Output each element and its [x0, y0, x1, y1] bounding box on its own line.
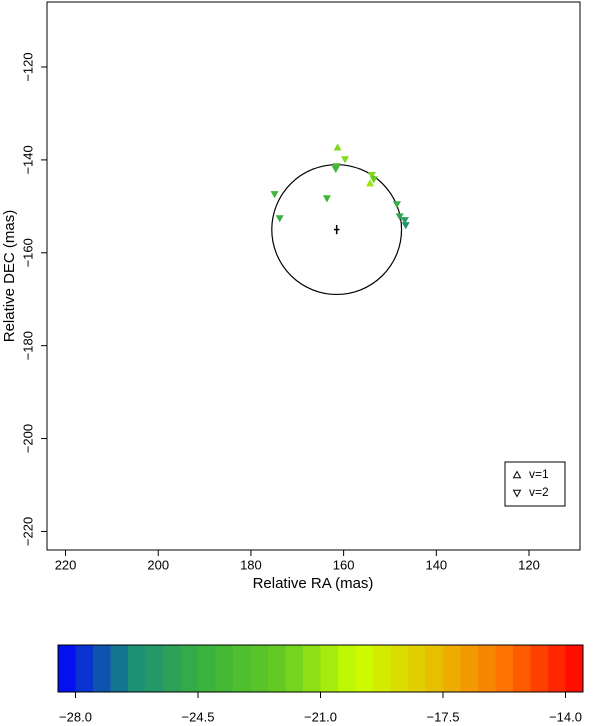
- colorbar-cell: [250, 645, 269, 692]
- colorbar-cell: [425, 645, 444, 692]
- x-tick-label: 200: [147, 557, 169, 572]
- y-tick-label: −120: [20, 52, 35, 81]
- colorbar-cell: [58, 645, 76, 692]
- maser-spot: [392, 201, 401, 209]
- colorbar-tick-label: −28.0: [59, 709, 92, 724]
- maser-spot: [331, 165, 340, 174]
- colorbar-cell: [163, 645, 181, 692]
- colorbar-cell: [180, 645, 199, 692]
- colorbar-cell: [530, 645, 549, 692]
- colorbar-cell: [565, 645, 584, 692]
- colorbar-cell: [285, 645, 304, 692]
- colorbar-cell: [198, 645, 216, 692]
- colorbar-cell: [390, 645, 409, 692]
- y-axis-label: Relative DEC (mas): [1, 210, 18, 343]
- y-tick-label: −200: [20, 424, 35, 453]
- y-tick-label: −220: [20, 517, 35, 546]
- legend-label: v=2: [529, 485, 549, 499]
- colorbar-cell: [93, 645, 111, 692]
- maser-spot: [333, 143, 342, 151]
- colorbar-tick-label: −14.0: [549, 709, 582, 724]
- colorbar-cell: [338, 645, 356, 692]
- legend-box: [504, 461, 566, 507]
- colorbar-cell: [320, 645, 339, 692]
- colorbar-cell: [215, 645, 234, 692]
- maser-spot: [395, 213, 404, 221]
- y-tick-label: −160: [20, 238, 35, 267]
- colorbar-cell: [460, 645, 479, 692]
- maser-spot: [401, 222, 410, 230]
- maser-spot: [275, 215, 284, 223]
- colorbar-cell: [548, 645, 566, 692]
- maser-spot: [369, 176, 378, 184]
- colorbar-tick-label: −17.5: [427, 709, 460, 724]
- colorbar-cell: [355, 645, 374, 692]
- colorbar-cell: [443, 645, 461, 692]
- colorbar-cell: [128, 645, 146, 692]
- maser-spot: [322, 195, 331, 203]
- colorbar-cell: [145, 645, 164, 692]
- legend-marker: [512, 470, 522, 479]
- x-tick-label: 160: [333, 557, 355, 572]
- maser-spot: [367, 172, 376, 180]
- plot-frame: [46, 1, 581, 551]
- colorbar-cell: [110, 645, 129, 692]
- colorbar-tick-label: −24.5: [182, 709, 215, 724]
- colorbar-cell: [303, 645, 321, 692]
- x-tick-label: 120: [518, 557, 540, 572]
- colorbar-tick-label: −21.0: [304, 709, 337, 724]
- x-tick-label: 180: [240, 557, 262, 572]
- x-axis-label: Relative RA (mas): [253, 575, 374, 592]
- maser-spot: [400, 217, 409, 225]
- x-tick-label: 220: [55, 557, 77, 572]
- y-tick-label: −140: [20, 145, 35, 174]
- x-tick-label: 140: [425, 557, 447, 572]
- colorbar-cell: [495, 645, 514, 692]
- colorbar-cell: [373, 645, 391, 692]
- colorbar-cell: [75, 645, 94, 692]
- legend-label: v=1: [529, 467, 549, 481]
- legend-marker: [512, 489, 522, 498]
- maser-spot: [341, 156, 350, 164]
- colorbar-cell: [513, 645, 531, 692]
- y-tick-label: −180: [20, 331, 35, 360]
- maser-spot: [270, 191, 279, 199]
- colorbar-cell: [268, 645, 286, 692]
- colorbar-cell: [233, 645, 251, 692]
- colorbar-cell: [478, 645, 496, 692]
- maser-spot: [366, 179, 375, 187]
- colorbar-cell: [408, 645, 426, 692]
